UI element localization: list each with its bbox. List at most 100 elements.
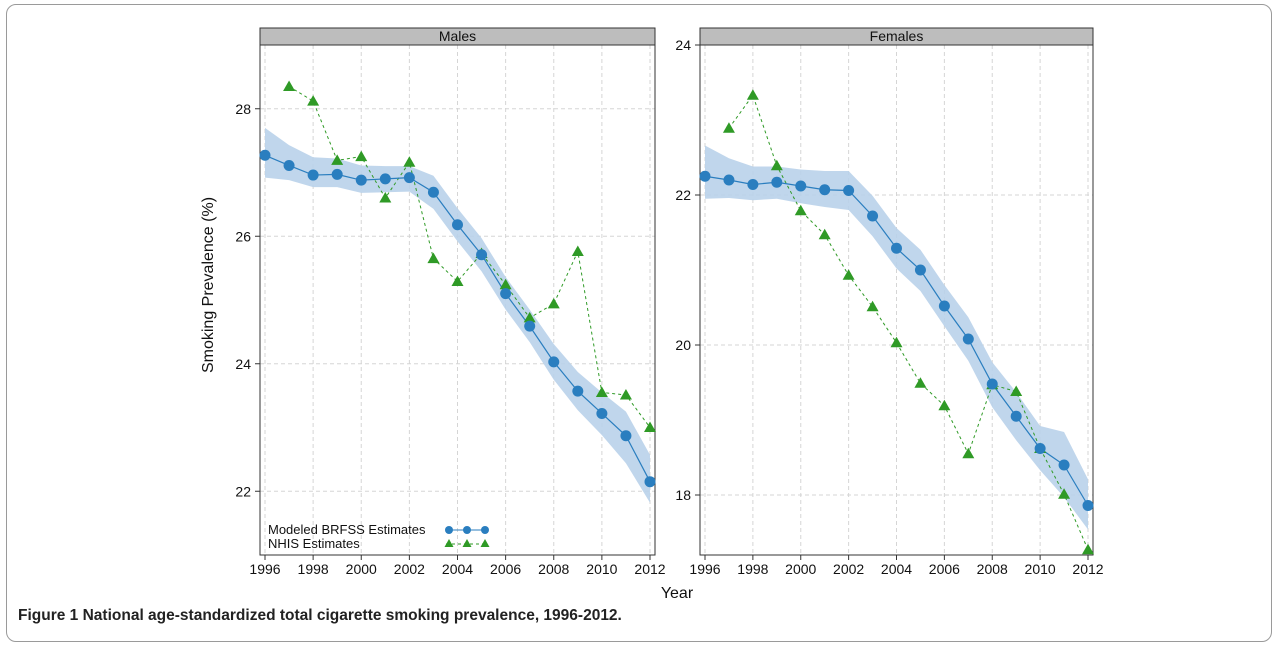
nhis-point [331, 154, 344, 165]
y-tick-label: 20 [675, 337, 691, 353]
brfss-point [572, 385, 584, 397]
x-tick-label: 2008 [538, 561, 569, 577]
legend-label-brfss: Modeled BRFSS Estimates [268, 522, 426, 537]
nhis-point [403, 156, 416, 167]
nhis-point [818, 228, 831, 240]
x-tick-label: 2004 [442, 561, 473, 577]
figure-caption: Figure 1 National age-standardized total… [18, 607, 622, 625]
figure-frame [6, 4, 1272, 642]
brfss-point [1058, 459, 1070, 471]
nhis-point [890, 336, 903, 348]
brfss-point [524, 320, 536, 332]
nhis-point [283, 80, 296, 91]
nhis-point [914, 377, 927, 388]
brfss-point [548, 356, 560, 368]
y-tick-label: 22 [235, 483, 251, 499]
brfss-point [259, 149, 271, 161]
nhis-point [523, 311, 536, 323]
x-tick-label: 2006 [929, 561, 960, 577]
brfss-point [771, 176, 783, 188]
x-tick-label: 2012 [1072, 561, 1103, 577]
nhis-point [379, 192, 392, 203]
panel-males: Males 1996 1998 2000 2002 2004 2006 2008 2010 201… [200, 27, 666, 577]
panel-title: Females [870, 28, 924, 44]
x-tick-label: 2000 [785, 561, 816, 577]
brfss-point [1034, 443, 1046, 454]
nhis-point [770, 159, 783, 171]
brfss-point [747, 179, 759, 190]
panel-title: Males [439, 28, 476, 44]
y-tick-label: 22 [675, 187, 691, 203]
brfss-point [476, 249, 488, 261]
brfss-point [938, 300, 950, 312]
brfss-point [403, 172, 415, 184]
legend-marker-brfss [445, 526, 453, 534]
y-axis-title: Smoking Prevalence (%) [200, 197, 217, 373]
brfss-point [914, 264, 926, 276]
brfss-point [644, 476, 656, 488]
x-tick-label: 2000 [346, 561, 377, 577]
brfss-point [307, 169, 319, 181]
nhis-point [644, 421, 656, 432]
x-tick-label: 2004 [881, 561, 912, 577]
y-tick-label: 26 [235, 228, 251, 244]
brfss-point [843, 185, 855, 196]
y-tick-label: 28 [235, 101, 251, 117]
brfss-point [891, 242, 902, 254]
nhis-line [288, 86, 651, 428]
nhis-point [1082, 543, 1094, 555]
brfss-point [723, 174, 735, 186]
brfss-point [355, 174, 367, 186]
brfss-point [699, 170, 711, 182]
legend-marker-brfss [463, 526, 471, 534]
x-axis-title: Year [661, 585, 694, 600]
x-tick-label: 2010 [586, 561, 617, 577]
x-tick-label: 1998 [298, 561, 329, 577]
brfss-point [867, 210, 879, 222]
y-tick-label: 24 [675, 37, 691, 53]
caption-label: Figure 1 [18, 607, 79, 624]
brfss-confidence-band [265, 127, 650, 503]
nhis-point [571, 245, 584, 257]
nhis-point [962, 447, 975, 459]
brfss-point [500, 288, 512, 300]
brfss-point [379, 173, 391, 185]
nhis-line [728, 94, 1089, 550]
x-tick-label: 2012 [634, 561, 665, 577]
brfss-point [452, 219, 463, 231]
nhis-point [547, 297, 560, 309]
brfss-point [986, 378, 998, 390]
brfss-point [819, 184, 831, 196]
brfss-point [795, 180, 807, 192]
nhis-point [746, 89, 759, 100]
nhis-point [938, 399, 951, 411]
brfss-point [427, 186, 439, 198]
brfss-point [1082, 500, 1094, 511]
x-tick-label: 1998 [737, 561, 768, 577]
brfss-point [596, 407, 608, 419]
nhis-point [619, 388, 632, 400]
nhis-point [1010, 385, 1023, 396]
legend-marker-nhis [462, 539, 472, 547]
nhis-point [355, 150, 368, 162]
panel-females: Females 1996 1998 2000 2002 2004 2006 2008 2010 2… [675, 27, 1104, 577]
nhis-point [722, 122, 735, 133]
nhis-point [866, 300, 879, 312]
brfss-point [1010, 410, 1022, 422]
brfss-point [620, 430, 632, 442]
nhis-point [451, 275, 464, 287]
nhis-point [307, 95, 320, 106]
x-tick-label: 2002 [394, 561, 425, 577]
brfss-point [962, 333, 974, 345]
caption-text: National age-standardized total cigarett… [82, 607, 622, 624]
x-tick-label: 1996 [689, 561, 720, 577]
legend-marker-nhis [444, 539, 454, 547]
legend-marker-nhis [480, 539, 490, 547]
y-tick-label: 24 [235, 356, 251, 372]
legend-marker-brfss [481, 526, 489, 534]
nhis-point [1058, 488, 1071, 499]
x-tick-label: 2010 [1025, 561, 1056, 577]
nhis-point [794, 204, 807, 216]
